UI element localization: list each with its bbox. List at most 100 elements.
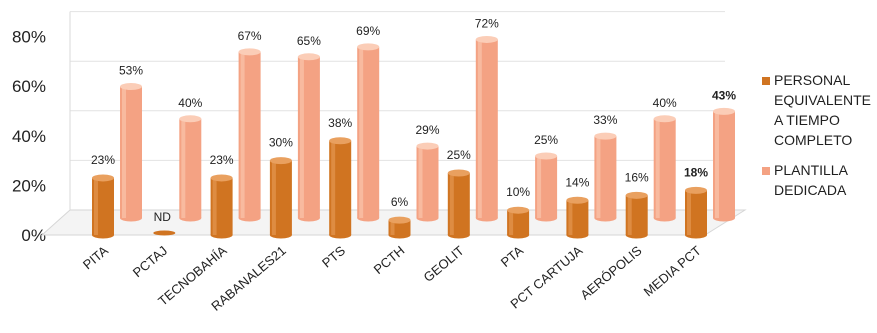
bar-back-pts-highlight [359,46,364,218]
bar-front-pcth-highlight [390,220,395,235]
bar-front-media-pct-highlight [687,190,691,235]
data-label-back-pctaj: 40% [178,96,202,110]
bar-back-pct-cartuja [594,132,617,222]
bar-back-pita [120,83,142,222]
bar-back-aer-polis-highlight [655,118,660,218]
bar-back-media-pct-cap [713,107,735,115]
bar-front-pts-cap [329,137,352,145]
bar-front-pita [92,174,114,239]
bar-front-pta-cap [507,206,530,214]
data-label-front-pct-cartuja: 14% [565,175,589,189]
bar-front-pctaj [153,230,176,236]
data-label-back-rabanales21: 65% [297,34,321,48]
bar-front-rabanales21-highlight [271,160,276,235]
data-label-front-aer-polis: 16% [625,170,649,184]
x-tick-label-media-pct: MEDIA PCT [641,243,704,300]
data-label-front-geolit: 25% [447,148,471,162]
bar-back-pctaj [179,115,202,222]
bar-back-pctaj-cap [179,115,202,123]
data-label-front-media-pct: 18% [684,165,708,179]
bar-back-pita-cap [120,83,142,91]
y-tick-label-2: 40% [12,127,46,146]
bar-back-rabanales21-cap [297,53,320,61]
data-label-back-media-pct: 43% [712,88,736,102]
data-label-front-pta: 10% [506,185,530,199]
bar-back-geolit-highlight [477,39,482,218]
legend-item-plantilla: PLANTILLA DEDICADA [762,160,877,200]
x-tick-label-geolit: GEOLIT [421,243,467,285]
x-tick-label-pita: PITA [80,243,111,273]
bar-back-rabanales21-highlight [299,56,304,218]
bar-front-rabanales21 [269,157,292,239]
x-tick-label-aer-polis: AERÓPOLIS [577,243,644,303]
data-label-back-aer-polis: 40% [653,96,677,110]
legend-label-plantilla: PLANTILLA DEDICADA [774,162,848,198]
x-tick-label-pts: PTS [319,243,348,271]
bar-front-aer-polis-cap [625,191,648,199]
bar-front-pita-cap [92,174,114,182]
bar-front-geolit [447,169,470,239]
chart-data-labels: 53% 23% 40% ND 67% 23% 65% 30% 69% 38% 29% 6% 72% 25%… [91,16,736,224]
data-label-back-pita: 53% [119,64,143,78]
bar-back-pct-cartuja-highlight [596,136,601,218]
bar-front-geolit-highlight [449,173,454,235]
bar-front-geolit-cap [447,169,470,177]
bar-front-media-pct [685,186,707,239]
data-label-back-pta: 25% [534,133,558,147]
bar-back-geolit-cap [475,35,498,43]
bar-front-rabanales21-cap [269,157,292,165]
y-tick-label-4: 80% [12,28,46,47]
bar-back-tecnobah-a [238,48,261,222]
data-label-back-pcth: 29% [415,123,439,137]
chart-legend: PERSONAL EQUIVALENTE A TIEMPO COMPLETO P… [762,70,877,210]
legend-swatch-personal [762,77,770,85]
bar-front-pts-highlight [331,140,336,235]
data-label-front-pita: 23% [91,153,115,167]
y-tick-label-3: 60% [12,77,46,96]
bar-front-pcth-cap [388,216,411,224]
y-tick-label-0: 0% [21,226,46,245]
chart-bars [92,35,735,239]
bar-back-pta-highlight [537,156,542,218]
bar-front-tecnobah-a-highlight [212,177,217,235]
bar-back-rabanales21 [297,53,320,222]
bar-back-tecnobah-a-cap [238,48,261,56]
x-tick-label-pta: PTA [498,243,527,270]
legend-swatch-plantilla [762,167,770,175]
x-tick-label-pctaj: PCTAJ [130,243,170,280]
legend-label-personal: PERSONAL EQUIVALENTE A TIEMPO COMPLETO [774,72,871,148]
x-tick-label-pcth: PCTH [371,243,408,277]
bar-back-aer-polis [653,115,676,222]
bar-back-tecnobah-a-highlight [240,51,245,219]
bar-front-pta-highlight [509,210,514,235]
data-label-back-pct-cartuja: 33% [593,113,617,127]
bar-back-pcth [416,142,439,222]
bar-back-media-pct [713,107,735,222]
bar-front-pcth [388,216,411,239]
bar-front-pts [329,137,352,239]
bar-back-pcth-cap [416,142,439,150]
data-label-front-tecnobah-a: 23% [210,153,234,167]
bar-back-geolit [475,35,498,222]
data-label-back-tecnobah-a: 67% [238,29,262,43]
bar-back-pts [357,43,380,222]
data-label-back-geolit: 72% [475,16,499,30]
bar-front-pct-cartuja [566,196,589,239]
data-label-front-rabanales21: 30% [269,136,293,150]
bar-back-pcth-highlight [418,146,423,218]
bar-back-aer-polis-cap [653,115,676,123]
bar-back-pts-cap [357,43,380,51]
bar-front-aer-polis [625,191,648,239]
data-label-front-pts: 38% [328,116,352,130]
bar-back-media-pct-highlight [715,111,719,218]
bar-front-tecnobah-a-cap [210,174,233,182]
data-label-back-pts: 69% [356,24,380,38]
bar-front-pct-cartuja-cap [566,196,589,204]
bar-back-pta-cap [535,152,558,160]
bar-front-pita-highlight [94,177,98,235]
data-label-front-pcth: 6% [391,195,409,209]
bar-back-pct-cartuja-cap [594,132,617,140]
data-label-front-pctaj: ND [154,210,172,224]
y-tick-label-1: 20% [12,176,46,195]
